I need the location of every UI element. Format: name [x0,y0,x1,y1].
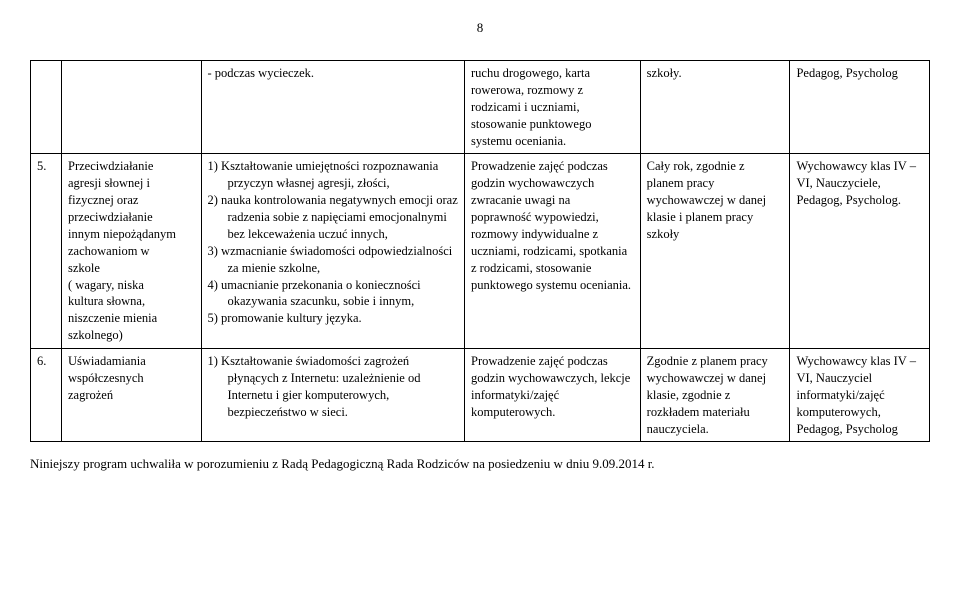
row-term: Zgodnie z planem pracy wychowawczej w da… [640,349,790,442]
program-table: - podczas wycieczek. ruchu drogowego, kar… [30,60,930,442]
page-number: 8 [30,20,930,36]
row-actions: - podczas wycieczek. [201,61,465,154]
list-item: 5) promowanie kultury języka. [208,310,459,327]
row-term: szkoły. [640,61,790,154]
table-row: 5.Przeciwdziałanieagresji słownej ifizyc… [31,154,930,349]
list-item: 4) umacnianie przekonania o konieczności… [208,277,459,311]
row-forms: Prowadzenie zajęć podczas godzin wychowa… [465,349,641,442]
row-title [62,61,202,154]
row-forms: Prowadzenie zajęć podczas godzin wychowa… [465,154,641,349]
row-num: 6. [31,349,62,442]
list-item: 1) Kształtowanie umiejętności rozpoznawa… [208,158,459,192]
list-item: - podczas wycieczek. [208,65,459,82]
row-responsible: Pedagog, Psycholog [790,61,930,154]
row-actions: 1) Kształtowanie świadomości zagrożeń pł… [201,349,465,442]
table-row: - podczas wycieczek. ruchu drogowego, kar… [31,61,930,154]
row-num: 5. [31,154,62,349]
row-num [31,61,62,154]
row-forms: ruchu drogowego, karta rowerowa, rozmowy… [465,61,641,154]
table-row: 6.Uświadamianiawspółczesnychzagrożeń1) K… [31,349,930,442]
list-item: 1) Kształtowanie świadomości zagrożeń pł… [208,353,459,421]
row-term: Cały rok, zgodnie z planem pracy wychowa… [640,154,790,349]
list-item: 2) nauka kontrolowania negatywnych emocj… [208,192,459,243]
row-title: Przeciwdziałanieagresji słownej ifizyczn… [62,154,202,349]
row-responsible: Wychowawcy klas IV – VI, Nauczyciele, Pe… [790,154,930,349]
row-responsible: Wychowawcy klas IV – VI, Nauczyciel info… [790,349,930,442]
row-title: Uświadamianiawspółczesnychzagrożeń [62,349,202,442]
list-item: 3) wzmacnianie świadomości odpowiedzialn… [208,243,459,277]
footnote: Niniejszy program uchwaliła w porozumien… [30,456,930,472]
row-actions: 1) Kształtowanie umiejętności rozpoznawa… [201,154,465,349]
